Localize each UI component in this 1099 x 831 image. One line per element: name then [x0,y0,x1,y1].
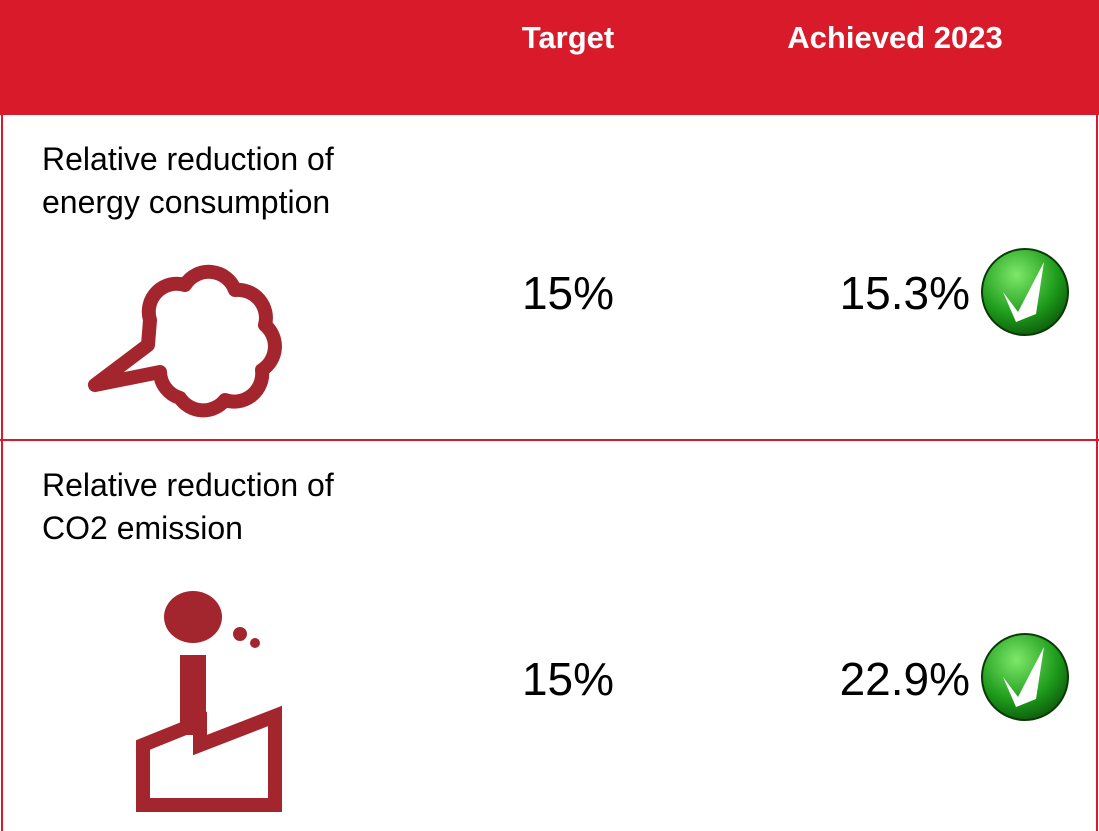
achieved-value: 22.9% [839,653,970,705]
row-label: Relative reduction of energy consumption [42,141,334,220]
cloud-icon [88,264,282,418]
header-band [0,0,1099,115]
row-label: Relative reduction of CO2 emission [42,467,334,546]
target-value: 15% [521,267,615,319]
check-icon [981,633,1069,721]
achieved-value: 15.3% [839,267,970,319]
check-icon [981,248,1069,336]
factory-icon [136,591,282,812]
target-value: 15% [521,653,615,705]
border [1,115,3,831]
border [1096,115,1098,831]
row-divider [0,439,1099,441]
column-header: Achieved 2023 [787,20,1003,55]
column-header: Target [521,20,615,55]
